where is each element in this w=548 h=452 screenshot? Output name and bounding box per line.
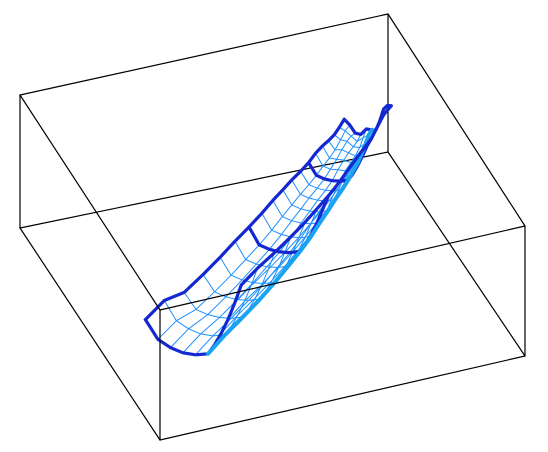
box-edge-bottom-front-left — [19, 227, 161, 441]
mesh-edge-bold — [239, 104, 393, 287]
mesh-row — [327, 114, 384, 157]
box-edge-top-back-right — [387, 13, 526, 227]
wireframe-bold-lines — [143, 103, 393, 357]
bounding-box-back-edges — [19, 13, 526, 441]
mesh-edge-bold — [143, 117, 346, 322]
bounding-box-front-edges — [19, 13, 526, 441]
mesh-column — [195, 128, 367, 356]
box-edge-bottom-front-right — [159, 355, 526, 441]
box-edge-top-front-left — [19, 94, 161, 311]
box-edge-bottom-back-right — [387, 151, 526, 357]
mesh-column — [182, 133, 362, 354]
box-edge-bottom-back-left — [19, 151, 389, 229]
mesh-column — [157, 124, 351, 340]
box-edge-top-back-left — [19, 13, 389, 96]
box-edge-top-front-right — [159, 225, 526, 311]
mesh-column — [227, 108, 384, 320]
wireframe-mesh — [157, 104, 390, 356]
mesh-column — [169, 132, 356, 349]
mesh-row-bold — [342, 103, 393, 136]
